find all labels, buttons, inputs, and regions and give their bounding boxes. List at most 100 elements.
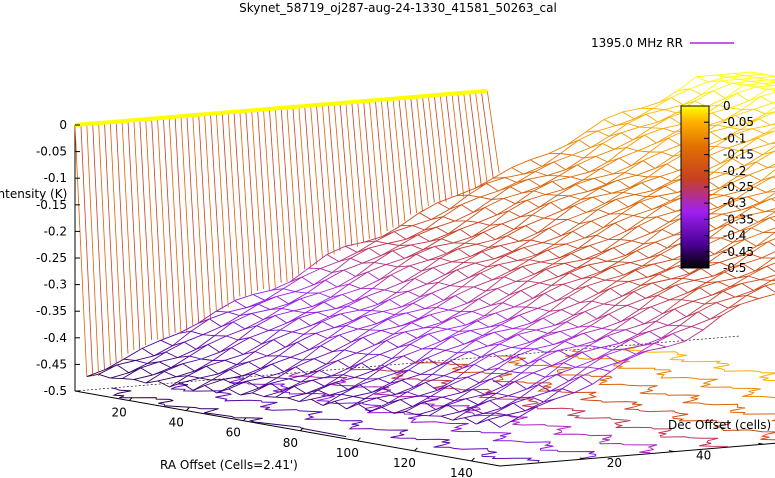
mesh-line: [720, 230, 740, 239]
mesh-line: [440, 415, 453, 421]
mesh-line: [477, 320, 490, 328]
mesh-line: [586, 354, 606, 368]
mesh-line: [381, 406, 395, 414]
mesh-line: [760, 169, 775, 181]
mesh-line: [327, 325, 347, 339]
mesh-line: [506, 414, 519, 418]
mesh-line: [493, 177, 506, 179]
mesh-line: [577, 155, 596, 166]
mesh-line: [493, 255, 506, 260]
mesh-line: [497, 355, 517, 369]
mesh-line: [642, 160, 656, 169]
mesh-line: [633, 282, 653, 293]
mesh-line: [357, 247, 370, 253]
mesh-line: [521, 185, 541, 194]
x-tick-label: 40: [169, 416, 184, 430]
mesh-line: [359, 303, 378, 311]
mesh-line: [611, 266, 624, 276]
mesh-line: [758, 293, 775, 300]
mesh-line: [343, 269, 356, 277]
mesh-line: [421, 257, 441, 272]
mesh-line: [458, 243, 477, 250]
mesh-line: [469, 351, 482, 358]
mesh-line: [465, 320, 478, 326]
mesh-line: [110, 377, 123, 380]
mesh-line: [266, 346, 286, 357]
mesh-line: [503, 266, 523, 278]
mesh-line: [562, 283, 576, 291]
wall-line: [168, 117, 182, 334]
mesh-line: [447, 228, 461, 235]
mesh-line: [446, 248, 459, 254]
mesh-line: [704, 290, 724, 305]
mesh-line: [706, 271, 725, 284]
x-tick-label: 20: [112, 406, 127, 420]
colorbar-tick-label: -0.15: [723, 148, 754, 162]
colorbar-ticks: 0-0.05-0.1-0.15-0.2-0.25-0.3-0.35-0.4-0.…: [704, 99, 754, 275]
mesh-line: [527, 352, 547, 364]
mesh-line: [709, 315, 722, 320]
mesh-line: [592, 371, 612, 385]
mesh-line: [745, 137, 758, 143]
mesh-line: [689, 88, 702, 96]
mesh-line: [340, 309, 360, 315]
mesh-line: [564, 262, 577, 269]
wall-line: [327, 104, 341, 251]
mesh-line: [608, 313, 621, 323]
mesh-line: [536, 324, 556, 331]
mesh-line: [432, 373, 445, 377]
mesh-line: [263, 308, 283, 320]
mesh-line: [449, 204, 462, 210]
mesh-line: [579, 209, 599, 225]
mesh-line: [473, 279, 493, 288]
mesh-line: [240, 392, 253, 396]
mesh-line: [650, 306, 663, 314]
mesh-line: [491, 371, 510, 380]
mesh-line: [226, 335, 239, 341]
mesh-line: [425, 382, 438, 391]
mesh-line: [204, 385, 217, 394]
mesh-line: [479, 196, 492, 200]
mesh-line: [560, 153, 573, 156]
mesh-line: [578, 130, 598, 141]
mesh-line: [641, 254, 661, 267]
mesh-line: [546, 341, 566, 354]
mesh-line: [419, 212, 432, 220]
mesh-line: [504, 348, 524, 362]
mesh-line: [733, 134, 746, 143]
mesh-line: [635, 342, 655, 355]
mesh-line: [575, 184, 588, 192]
mesh-line: [760, 96, 773, 104]
mesh-line: [630, 262, 643, 267]
mesh-line: [663, 123, 682, 129]
mesh-line: [726, 76, 739, 80]
mesh-line: [244, 325, 257, 330]
mesh-line: [560, 139, 580, 154]
mesh-line: [487, 419, 501, 428]
mesh-line: [587, 264, 601, 273]
mesh-line: [444, 269, 457, 276]
mesh-line: [540, 181, 553, 187]
mesh-line: [122, 378, 135, 380]
wall-line: [133, 120, 147, 346]
mesh-line: [350, 329, 370, 343]
mesh-line: [608, 230, 627, 240]
mesh-line: [475, 339, 488, 347]
mesh-line: [640, 282, 653, 286]
mesh-line: [387, 238, 407, 244]
mesh-line: [335, 305, 348, 310]
mesh-line: [209, 318, 222, 327]
colorbar: 0-0.05-0.1-0.15-0.2-0.25-0.3-0.35-0.4-0.…: [680, 99, 754, 275]
z-tick-label: -0.1: [44, 171, 67, 185]
mesh-line: [218, 369, 231, 375]
mesh-line: [720, 150, 740, 164]
mesh-line: [128, 367, 141, 374]
mesh-line: [603, 295, 623, 305]
mesh-line: [361, 362, 374, 372]
mesh-line: [598, 287, 611, 294]
mesh-line: [530, 227, 550, 241]
mesh-line: [728, 126, 741, 130]
wall-line: [274, 108, 288, 282]
mesh-line: [384, 355, 404, 367]
mesh-line: [595, 155, 608, 163]
